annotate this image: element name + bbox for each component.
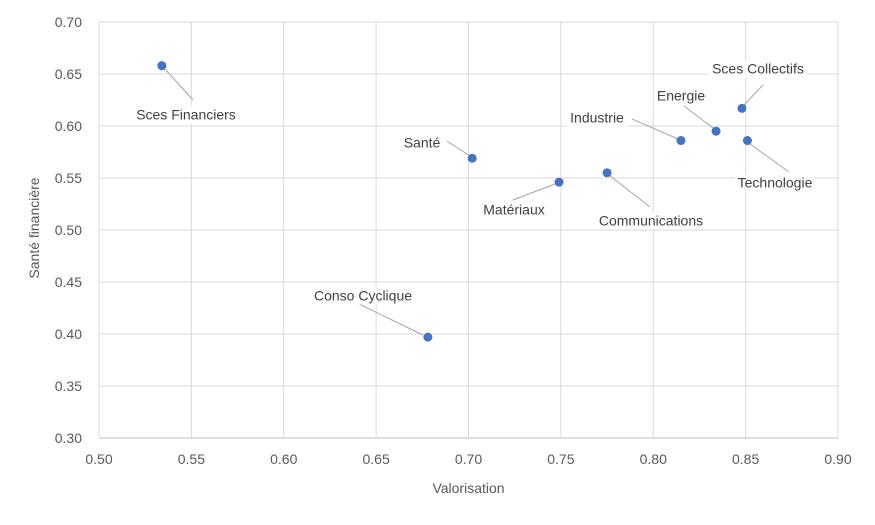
y-tick-label: 0.70	[54, 14, 82, 30]
x-axis-title: Valorisation	[432, 480, 505, 496]
point-label: Sces Financiers	[133, 106, 239, 124]
data-point	[676, 136, 686, 146]
label-leader-line	[163, 67, 194, 101]
y-tick-label: 0.30	[54, 430, 82, 446]
point-label: Santé	[400, 134, 444, 152]
y-tick-label: 0.40	[54, 326, 82, 342]
x-tick-label: 0.60	[270, 451, 298, 467]
label-leader-line	[749, 143, 790, 173]
data-point	[742, 136, 752, 146]
y-tick-label: 0.65	[54, 66, 82, 82]
x-tick-label: 0.70	[454, 451, 483, 467]
point-label: Energie	[653, 87, 709, 105]
point-label: Technologie	[734, 174, 816, 192]
x-tick-label: 0.50	[85, 451, 113, 467]
point-label: Matériaux	[480, 201, 548, 219]
x-tick-label: 0.90	[824, 451, 852, 467]
x-tick-label: 0.75	[547, 451, 575, 467]
point-label: Communications	[595, 212, 707, 230]
data-point	[554, 177, 564, 187]
label-leader-line	[446, 140, 471, 157]
data-point	[737, 103, 747, 113]
label-leader-line	[356, 302, 424, 336]
label-leader-line	[608, 174, 651, 208]
label-leader-line	[512, 183, 556, 201]
point-label: Sces Collectifs	[709, 60, 807, 78]
y-tick-label: 0.35	[54, 378, 82, 394]
label-leader-line	[743, 84, 764, 106]
point-label: Conso Cyclique	[310, 287, 416, 305]
y-tick-label: 0.60	[54, 118, 82, 134]
data-point	[467, 153, 477, 163]
y-tick-label: 0.55	[54, 170, 82, 186]
data-point	[157, 61, 167, 71]
data-point	[711, 126, 721, 136]
label-leader-line	[683, 105, 714, 129]
x-tick-label: 0.55	[177, 451, 205, 467]
x-tick-label: 0.80	[639, 451, 667, 467]
y-tick-label: 0.45	[54, 274, 82, 290]
x-tick-label: 0.85	[732, 451, 760, 467]
data-point	[602, 168, 612, 178]
point-label: Industrie	[567, 109, 627, 127]
data-point	[423, 332, 433, 342]
x-tick-label: 0.65	[362, 451, 390, 467]
label-leader-line	[631, 118, 679, 140]
y-tick-label: 0.50	[54, 222, 82, 238]
